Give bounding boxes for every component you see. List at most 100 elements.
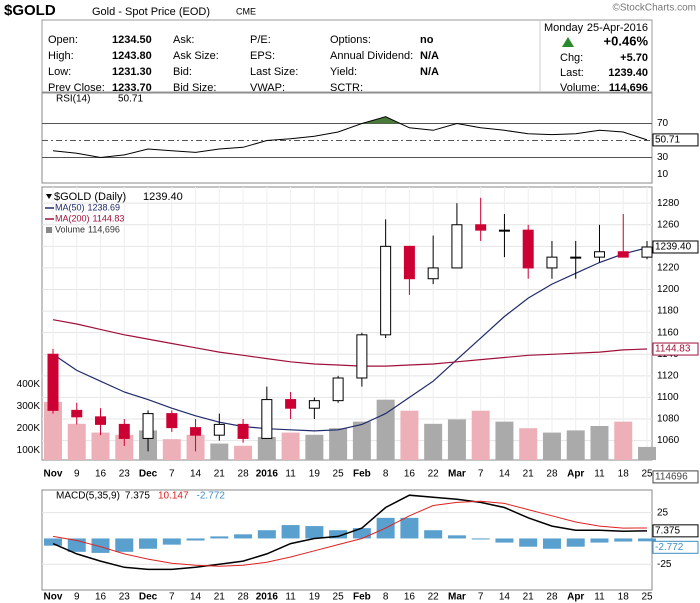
y-tick-label: 1100: [657, 392, 679, 403]
x-tick-label: Dec: [139, 469, 158, 480]
x-tick-label: 11: [594, 592, 605, 603]
quote-date: 25-Apr-2016: [587, 22, 648, 34]
x-tick-label: 7: [169, 469, 175, 480]
x-tick-label: 7: [478, 469, 484, 480]
exchange: CME: [236, 6, 256, 16]
quote-field-value: no: [420, 34, 434, 46]
x-tick-label: Mar: [448, 592, 466, 603]
x-tick-label: 11: [594, 469, 605, 480]
volume-bar: [352, 421, 371, 460]
ma-last-box: [652, 342, 699, 356]
x-tick-label: 2016: [256, 592, 279, 603]
y-tick-label: 25: [657, 507, 669, 518]
macd-line: [52, 494, 648, 571]
candle-body: [190, 427, 202, 436]
histogram-bar: [115, 538, 134, 552]
quote-field-label: EPS:: [250, 50, 275, 62]
x-tick-label: 11: [285, 592, 296, 603]
histogram-bar: [495, 538, 514, 543]
candle-body: [308, 400, 320, 409]
candle-body: [451, 224, 463, 269]
candle-body: [522, 229, 534, 269]
quote-field-label: Last Size:: [250, 66, 298, 78]
quote-day: Monday: [544, 22, 584, 34]
quote-field-label: P/E:: [250, 34, 271, 46]
y2-tick-label: 300K: [17, 401, 41, 412]
y-tick-label: 1180: [657, 306, 679, 317]
candle-body: [95, 416, 107, 425]
x-tick-label: 25: [333, 469, 345, 480]
macd-last: 10.147: [158, 491, 189, 502]
volume-bar: [210, 443, 229, 460]
histogram-bar: [519, 538, 538, 547]
x-tick-label: 16: [95, 469, 107, 480]
macd-name: MACD(5,35,9): [56, 491, 120, 502]
y-tick-label: 1260: [657, 219, 680, 230]
x-tick-label: Dec: [139, 592, 158, 603]
histogram-bar: [566, 538, 585, 547]
y-tick-label: 10: [657, 169, 669, 180]
x-tick-label: 21: [214, 469, 226, 480]
histogram-bar: [542, 538, 561, 549]
legend-name: MA(200): [55, 213, 90, 223]
rsi-last-box: 50.71: [655, 135, 680, 146]
volume-bar: [329, 428, 348, 460]
histogram-bar: [210, 536, 229, 539]
x-tick-label: Nov: [44, 592, 63, 603]
candle-body: [237, 423, 249, 439]
y-tick-label: 30: [657, 152, 669, 163]
y-tick-label: 1280: [657, 198, 680, 209]
ma-line: [52, 247, 648, 432]
up-arrow: [562, 37, 574, 47]
x-tick-label: 14: [190, 469, 202, 480]
volume-bar: [234, 445, 253, 460]
candle-body: [641, 246, 653, 258]
histogram-bar: [614, 538, 633, 542]
macd-last-box: 7.375: [655, 525, 680, 536]
candle-body: [403, 245, 415, 280]
candle-body: [498, 229, 510, 232]
x-tick-label: 18: [618, 592, 630, 603]
volume-bar: [162, 439, 181, 460]
volume-bar: [257, 436, 276, 460]
x-tick-label: 22: [428, 469, 440, 480]
candle-body: [593, 251, 605, 258]
candle-body: [617, 251, 629, 258]
volume-bar: [400, 410, 419, 460]
x-tick-label: Nov: [44, 469, 63, 480]
x-tick-label: 23: [119, 469, 131, 480]
quote-field-label: Low:: [48, 66, 71, 78]
volume-last: 114696: [655, 472, 688, 483]
quote-field-value: 1234.50: [112, 34, 152, 46]
volume-bar: [471, 410, 490, 460]
x-tick-label: 16: [95, 592, 107, 603]
x-tick-label: 8: [383, 469, 389, 480]
x-tick-label: 22: [428, 592, 440, 603]
macd-last-box-box: [652, 540, 699, 554]
macd-line: [52, 500, 648, 567]
quote-field-label: VWAP:: [250, 82, 285, 94]
instrument-name: Gold - Spot Price (EOD): [92, 6, 210, 18]
rsi-last-box-box: [652, 133, 699, 147]
histogram-bar: [447, 535, 466, 539]
x-tick-label: 28: [546, 592, 558, 603]
x-tick-label: 7: [478, 592, 484, 603]
histogram-bar: [352, 528, 371, 539]
volume-bar: [614, 421, 633, 460]
x-tick-label: 8: [383, 592, 389, 603]
x-tick-label: Apr: [567, 469, 584, 480]
quote-field-label: Options:: [330, 34, 371, 46]
volume-bar: [115, 434, 134, 460]
legend-last: 1144.83: [93, 213, 125, 223]
panel-frame: [41, 92, 653, 184]
legend-marker: [46, 194, 52, 199]
candle-body: [213, 423, 225, 436]
quote-field-label: High:: [48, 50, 74, 62]
histogram-bar: [234, 534, 253, 539]
ma-line: [52, 319, 648, 367]
last-value: 1239.40: [608, 67, 648, 79]
volume-bar: [44, 401, 62, 460]
histogram-bar: [590, 538, 609, 543]
x-tick-label: 28: [238, 592, 250, 603]
x-tick-label: Apr: [567, 592, 584, 603]
